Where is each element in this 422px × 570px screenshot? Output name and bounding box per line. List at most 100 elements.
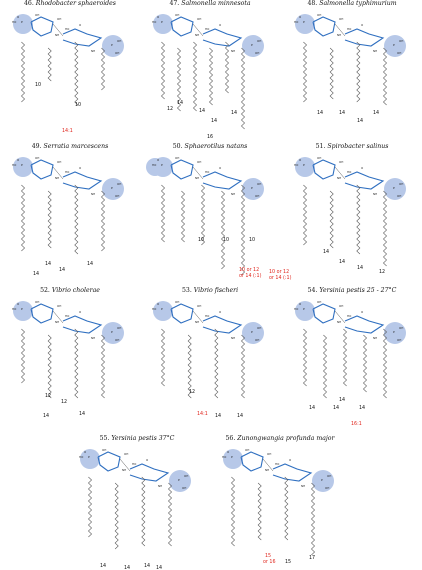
panel-title: 51. Spirobacter salinus	[287, 143, 417, 150]
atom-symbol: O	[361, 310, 364, 314]
atom-symbol: P	[231, 455, 233, 459]
species-name: Vibrio fischeri	[191, 287, 239, 294]
glucosamine-ring-2	[202, 171, 243, 190]
species-name: Yersinia pestis 37°C	[109, 435, 175, 442]
chain-length-label: 14	[339, 397, 345, 403]
fatty-acyl-chain	[382, 47, 388, 106]
fatty-acyl-chain	[382, 190, 388, 267]
atom-symbol: HO	[12, 307, 17, 311]
chain-length-label: 14	[211, 118, 217, 124]
glucosamine-ring-1	[170, 159, 194, 180]
lipid-panel: 53. Vibrio fischeri HO P O OH OH NH HO O NH P OH OH 1…	[145, 287, 275, 422]
fatty-acyl-chain	[284, 476, 289, 541]
atom-symbol: O	[84, 450, 87, 454]
glucosamine-ring-1	[240, 451, 264, 472]
glucosamine-ring-2	[344, 171, 385, 190]
species-name: Rhodobacter sphaeroides	[33, 0, 116, 7]
phosphate-group-right	[102, 322, 124, 344]
atom-symbol: O	[299, 158, 302, 162]
atom-symbol: OH	[115, 194, 119, 198]
phosphate-group-right	[242, 35, 264, 57]
fatty-acyl-chain	[240, 334, 246, 399]
glucosamine-ring-1	[312, 159, 336, 180]
panel-number: 54.	[307, 287, 318, 294]
panel-number: 48.	[307, 0, 318, 7]
atom-symbol: HO	[294, 307, 299, 311]
atom-symbol: OH	[182, 486, 186, 490]
atom-symbol: OH	[175, 156, 179, 160]
atom-symbol: HO	[294, 20, 299, 24]
glucosamine-ring-2	[344, 28, 385, 47]
atom-symbol: NH	[265, 468, 269, 472]
atom-symbol: OH	[115, 51, 119, 55]
phosphate-group-right	[312, 470, 334, 492]
fatty-acyl-chain	[87, 476, 93, 538]
species-name: Serratia marcescens	[41, 143, 109, 150]
phosphate-group-right	[102, 35, 124, 57]
chain-length-label: 14	[59, 267, 65, 273]
fatty-acyl-chain	[329, 47, 334, 100]
atom-symbol: HO	[347, 314, 352, 318]
panel-number: 53.	[181, 287, 192, 294]
species-name: Spirobacter salinus	[325, 143, 389, 150]
chain-length-label: 12	[379, 269, 385, 275]
glucosamine-ring-2	[272, 463, 313, 482]
atom-symbol: HO	[79, 455, 84, 459]
fatty-acyl-chain	[160, 41, 166, 100]
chain-length-label: 14	[124, 565, 130, 570]
atom-symbol: P	[161, 163, 163, 167]
atom-symbol: HO	[65, 27, 70, 31]
atom-symbol: O	[79, 166, 82, 170]
atom-symbol: OH	[35, 300, 39, 304]
atom-symbol: P	[393, 330, 395, 334]
panel-number: 52.	[40, 287, 50, 294]
atom-symbol: O	[17, 158, 20, 162]
chain-length-label: 14	[199, 108, 205, 114]
atom-symbol: OH	[175, 300, 179, 304]
chain-length-label: 14	[317, 110, 323, 116]
lipid-panel: 47. Salmonella minnesota HO P O OH OH NH HO O NH P…	[145, 0, 275, 140]
atom-symbol: P	[111, 330, 113, 334]
atom-symbol: NH	[373, 49, 377, 53]
phosphate-group-left	[223, 449, 243, 469]
atom-symbol: HO	[347, 170, 352, 174]
atom-symbol: O	[219, 310, 222, 314]
atom-symbol: O	[289, 458, 292, 462]
atom-symbol: P	[161, 307, 163, 311]
atom-symbol: OH	[197, 17, 201, 21]
fatty-acyl-chain	[20, 41, 26, 103]
atom-symbol: OH	[339, 17, 343, 21]
glucosamine-ring-1	[30, 303, 54, 324]
atom-symbol: OH	[175, 13, 179, 17]
atom-symbol: P	[111, 43, 113, 47]
species-name: Salmonella typhimurium	[317, 0, 397, 7]
chain-length-label: 14	[156, 565, 162, 570]
atom-symbol: OH	[399, 182, 403, 186]
glycosidic-bond	[334, 23, 346, 37]
species-name: Yersinia pestis 25 - 27°C	[317, 287, 397, 294]
chain-length-label: 15	[285, 559, 291, 565]
chain-length-label: 16	[207, 134, 213, 140]
atom-symbol: NH	[373, 336, 377, 340]
chain-length-label: 14	[144, 563, 150, 569]
glycosidic-bond	[52, 310, 64, 324]
atom-symbol: O	[361, 23, 364, 27]
atom-symbol: P	[321, 478, 323, 482]
glucosamine-ring-2	[129, 463, 170, 482]
chain-length-label: 14	[87, 261, 93, 267]
chain-length-label: 14	[45, 261, 51, 267]
atom-symbol: P	[21, 20, 23, 24]
fatty-acyl-chain	[356, 184, 361, 255]
panel-number: 47.	[169, 0, 180, 7]
panel-title: 52. Vibrio cholerae	[5, 287, 135, 294]
atom-symbol: P	[393, 186, 395, 190]
fatty-acyl-chain	[176, 47, 182, 112]
chain-length-label: 14	[359, 405, 365, 411]
atom-symbol: P	[178, 478, 180, 482]
phosphate-group-right	[242, 322, 264, 344]
